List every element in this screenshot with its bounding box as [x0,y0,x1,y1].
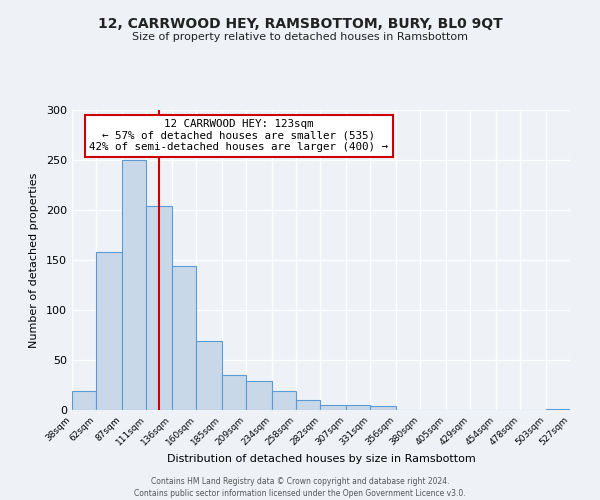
Bar [222,375,246,410]
Bar [97,252,122,410]
Text: 12 CARRWOOD HEY: 123sqm
← 57% of detached houses are smaller (535)
42% of semi-d: 12 CARRWOOD HEY: 123sqm ← 57% of detache… [89,119,388,152]
Y-axis label: Number of detached properties: Number of detached properties [29,172,39,348]
Bar [296,400,320,410]
Bar [172,266,196,410]
Bar [346,405,370,410]
Bar [545,409,570,410]
Bar [196,341,222,410]
Bar [146,206,172,410]
Text: 12, CARRWOOD HEY, RAMSBOTTOM, BURY, BL0 9QT: 12, CARRWOOD HEY, RAMSBOTTOM, BURY, BL0 … [98,18,502,32]
Text: Size of property relative to detached houses in Ramsbottom: Size of property relative to detached ho… [132,32,468,42]
Bar [370,406,396,410]
Bar [320,405,346,410]
Bar [72,391,97,410]
X-axis label: Distribution of detached houses by size in Ramsbottom: Distribution of detached houses by size … [167,454,475,464]
Text: Contains HM Land Registry data © Crown copyright and database right 2024.: Contains HM Land Registry data © Crown c… [151,478,449,486]
Bar [272,391,296,410]
Text: Contains public sector information licensed under the Open Government Licence v3: Contains public sector information licen… [134,489,466,498]
Bar [122,160,146,410]
Bar [246,381,272,410]
